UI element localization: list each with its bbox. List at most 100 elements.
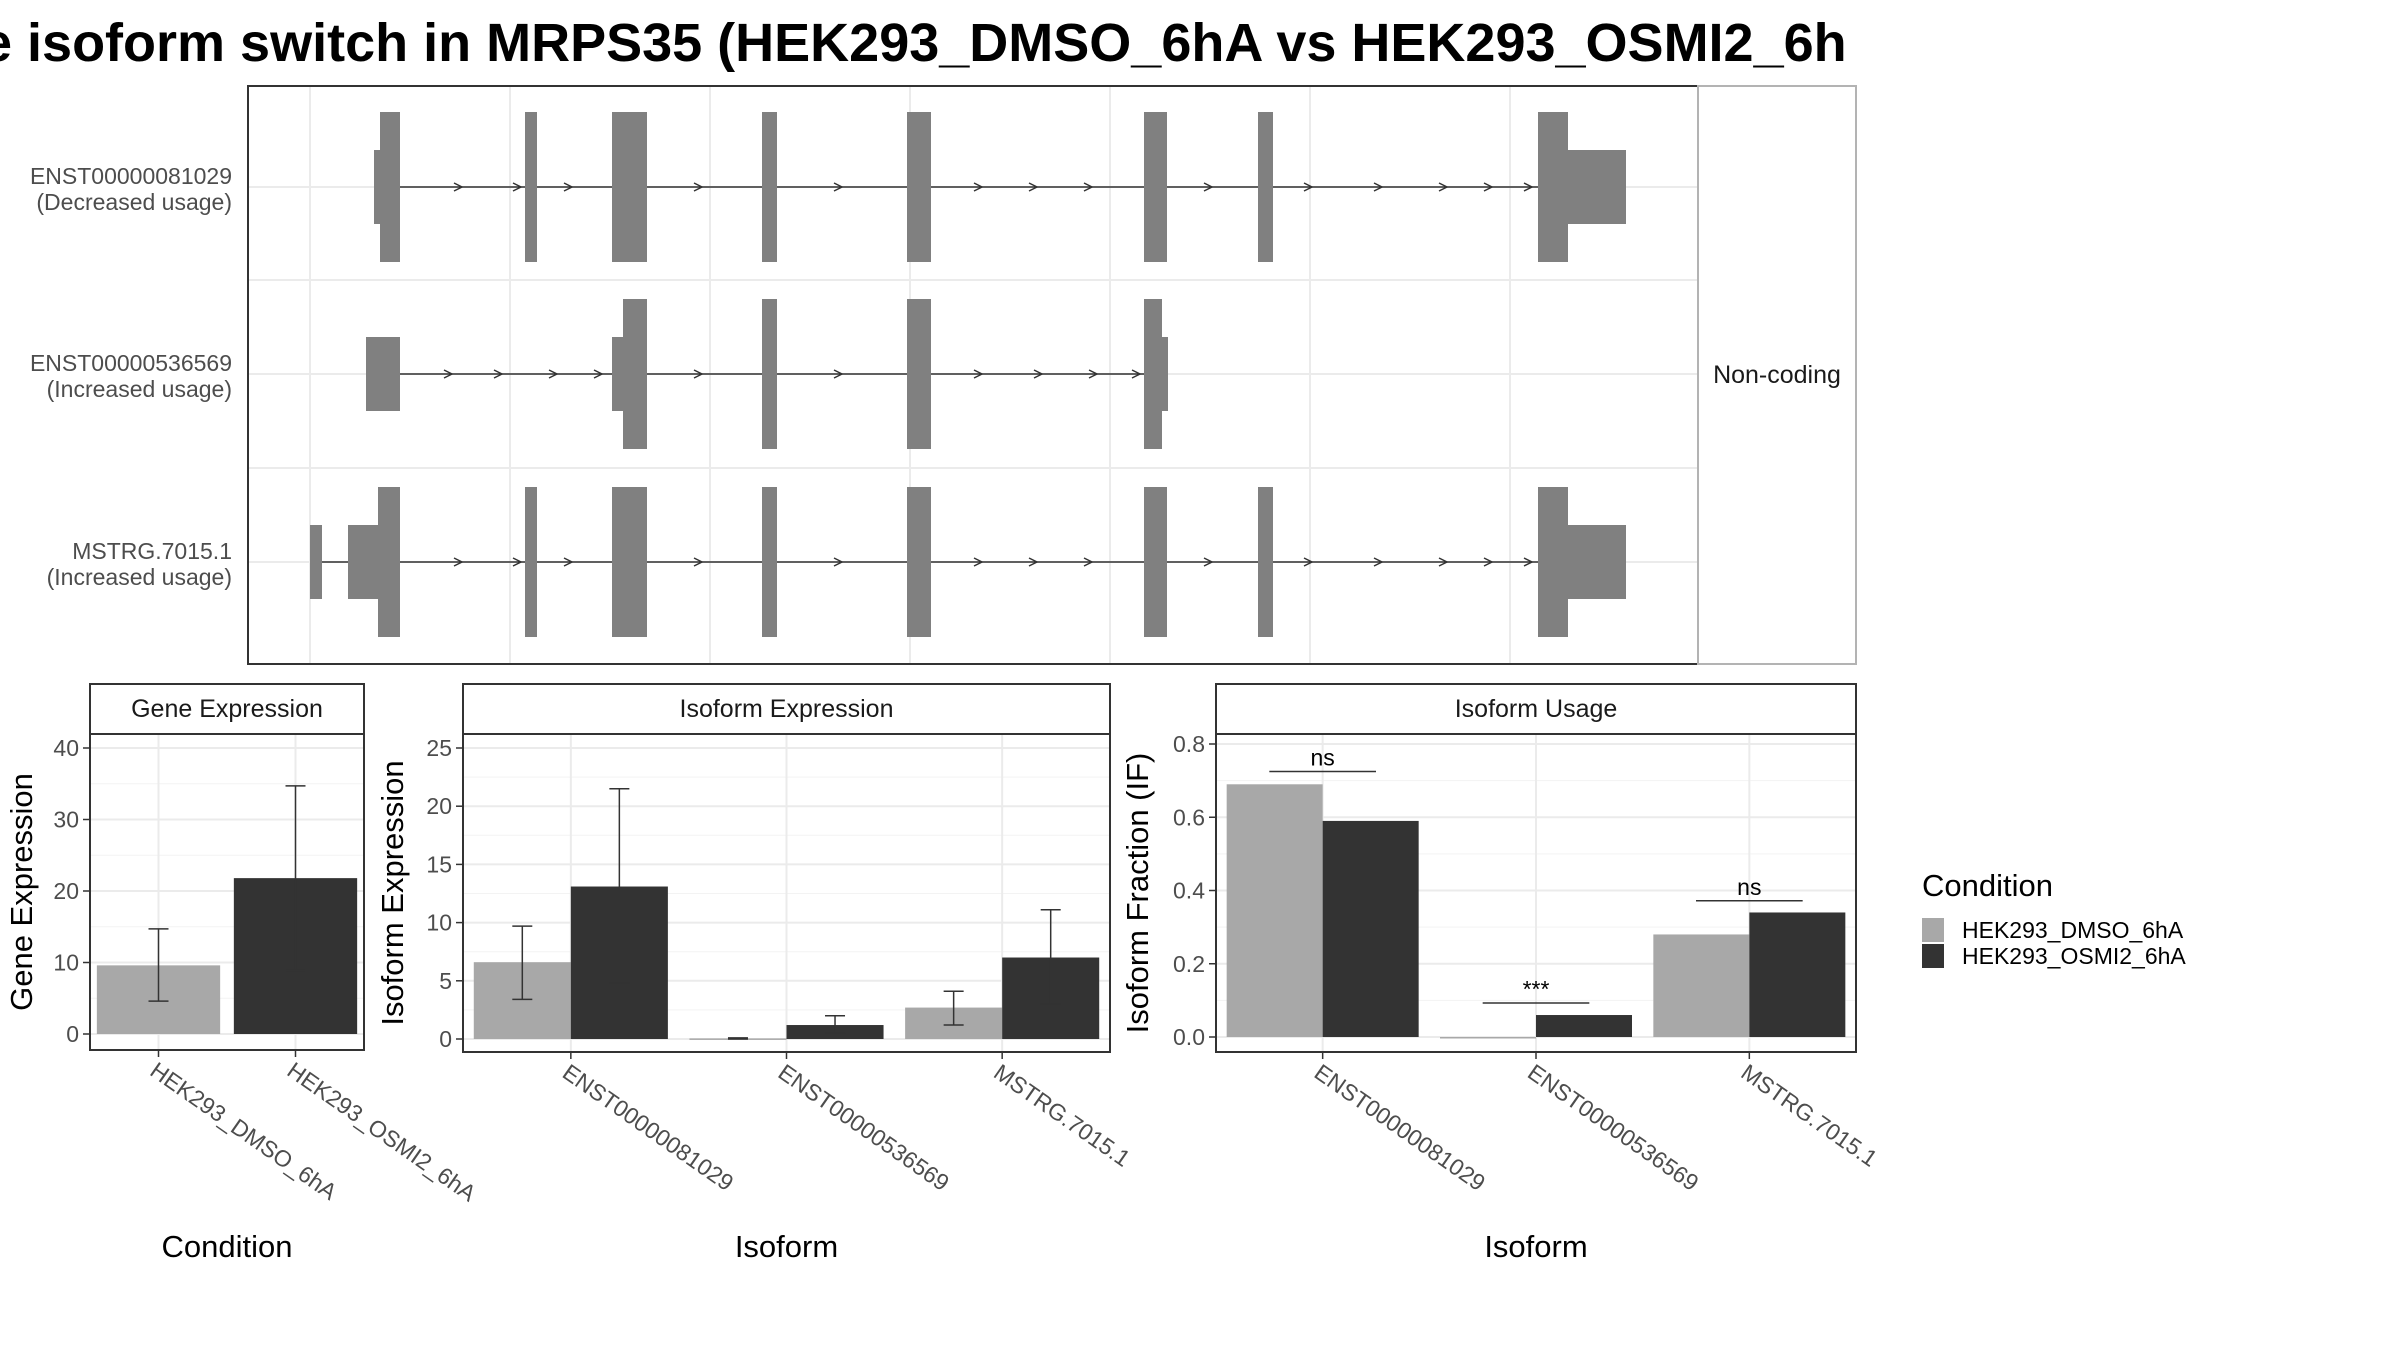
bar-HEK293_OSMI2_6hA <box>1749 912 1846 1037</box>
x-axis-title: Isoform <box>1484 1229 1587 1264</box>
intron-direction-arrow <box>1203 182 1214 192</box>
y-axis-title: Gene Expression <box>4 773 39 1011</box>
coding-exon <box>907 299 931 449</box>
coding-exon <box>1258 112 1273 262</box>
intron-direction-arrow <box>1028 182 1039 192</box>
coding-exon <box>1144 487 1167 637</box>
y-tick-label: 0.2 <box>1173 951 1205 977</box>
intron-direction-arrow <box>443 369 454 379</box>
y-tick-label: 0.8 <box>1173 731 1205 757</box>
transcript-ENST00000536569 <box>366 299 1168 449</box>
bar-HEK293_OSMI2_6hA <box>1322 820 1419 1037</box>
panel-strip <box>89 683 365 735</box>
x-tick-label: ENST00000536569 <box>774 1059 954 1196</box>
intron-direction-arrow <box>1438 557 1449 567</box>
intron-direction-arrow <box>563 557 574 567</box>
panel-strip-label: Isoform Expression <box>680 695 894 723</box>
intron-direction-arrow <box>453 557 464 567</box>
coding-exon <box>525 487 537 637</box>
significance-label: ns <box>1737 874 1761 900</box>
bar-HEK293_OSMI2_6hA <box>1536 1015 1632 1037</box>
y-tick-label: 20 <box>426 793 452 819</box>
x-axis-title: Condition <box>162 1229 293 1264</box>
utr-exon <box>612 337 623 411</box>
intron-direction-arrow <box>1303 557 1314 567</box>
coding-exon <box>612 487 647 637</box>
utr-exon <box>374 150 380 224</box>
intron-direction-arrow <box>493 369 504 379</box>
non-coding-strip <box>1697 85 1857 665</box>
utr-exon <box>310 525 322 599</box>
y-tick-label: 10 <box>53 950 79 976</box>
y-tick-label: 15 <box>426 851 452 877</box>
transcript-id-label: ENST00000081029 <box>30 163 232 189</box>
significance-label: *** <box>1523 976 1550 1002</box>
coding-exon <box>525 112 537 262</box>
panel-strip-label: Gene Expression <box>131 695 323 723</box>
y-tick-label: 0.4 <box>1173 878 1205 904</box>
intron-direction-arrow <box>1438 182 1449 192</box>
intron-direction-arrow <box>548 369 559 379</box>
intron-direction-arrow <box>563 182 574 192</box>
intron-direction-arrow <box>1083 557 1094 567</box>
y-tick-label: 0 <box>66 1021 79 1047</box>
intron-direction-arrow <box>833 182 844 192</box>
panel-strip <box>1215 683 1857 735</box>
y-axis-title: Isoform Expression <box>375 760 410 1025</box>
gene-structure-panel: ENST00000081029(Decreased usage) ENST0000… <box>30 85 1857 665</box>
transcript-usage-label: (Increased usage) <box>47 564 232 590</box>
panel-border <box>89 733 365 1051</box>
panel-border <box>1215 733 1857 1053</box>
intron-direction-arrow <box>833 369 844 379</box>
transcript-MSTRG.7015.1 <box>310 487 1626 637</box>
intron-direction-arrow <box>1033 369 1044 379</box>
legend-label: HEK293_OSMI2_6hA <box>1962 943 2186 969</box>
intron-direction-arrow <box>833 557 844 567</box>
x-tick-label: ENST00000536569 <box>1523 1059 1703 1196</box>
intron-direction-arrow <box>973 557 984 567</box>
y-tick-label: 0 <box>439 1026 452 1052</box>
intron-direction-arrow <box>693 369 704 379</box>
transcript-usage-label: (Increased usage) <box>47 376 232 402</box>
coding-exon <box>762 299 777 449</box>
intron-direction-arrow <box>453 182 464 192</box>
x-tick-label: ENST00000081029 <box>1310 1059 1490 1196</box>
intron-direction-arrow <box>1028 557 1039 567</box>
intron-direction-arrow <box>1483 557 1494 567</box>
intron-direction-arrow <box>1483 182 1494 192</box>
bar-HEK293_DMSO_6hA <box>1226 784 1323 1037</box>
intron-direction-arrow <box>1373 557 1384 567</box>
y-tick-label: 10 <box>426 910 452 936</box>
coding-exon <box>762 112 777 262</box>
coding-exon <box>1144 299 1162 449</box>
intron-direction-arrow <box>1523 557 1534 567</box>
coding-exon <box>623 299 647 449</box>
intron-direction-arrow <box>512 557 523 567</box>
intron-direction-arrow <box>593 369 604 379</box>
bar-HEK293_DMSO_6hA <box>1653 934 1750 1037</box>
significance-label: ns <box>1311 744 1335 770</box>
x-tick-label: MSTRG.7015.1 <box>989 1059 1135 1172</box>
isoform-expression-panel: Isoform Expression ENST00000081029 ENST000… <box>375 683 1135 1264</box>
intron-direction-arrow <box>1131 369 1142 379</box>
y-tick-label: 5 <box>439 968 452 994</box>
intron-direction-arrow <box>512 182 523 192</box>
coding-exon <box>1538 487 1568 637</box>
bar-HEK293_DMSO_6hA <box>1440 1037 1536 1039</box>
y-tick-label: 20 <box>53 878 79 904</box>
intron-direction-arrow <box>693 182 704 192</box>
y-tick-label: 0.6 <box>1173 804 1205 830</box>
coding-exon <box>907 112 931 262</box>
legend-title: Condition <box>1922 868 2053 903</box>
x-axis-title: Isoform <box>735 1229 838 1264</box>
utr-exon <box>1162 337 1168 411</box>
coding-exon <box>612 112 647 262</box>
utr-exon <box>366 337 400 411</box>
intron-direction-arrow <box>973 369 984 379</box>
y-tick-label: 25 <box>426 735 452 761</box>
utr-exon <box>1568 150 1626 224</box>
coding-exon <box>907 487 931 637</box>
x-tick-label: ENST00000081029 <box>558 1059 738 1196</box>
